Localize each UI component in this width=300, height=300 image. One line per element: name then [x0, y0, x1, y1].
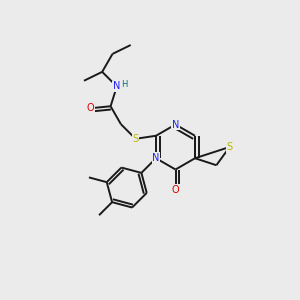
Text: H: H [121, 80, 127, 89]
Text: N: N [172, 119, 179, 130]
Text: S: S [133, 134, 139, 144]
Text: N: N [152, 153, 160, 163]
Text: O: O [87, 103, 94, 113]
Text: S: S [226, 142, 233, 152]
Text: O: O [172, 185, 179, 195]
Text: N: N [113, 82, 121, 92]
